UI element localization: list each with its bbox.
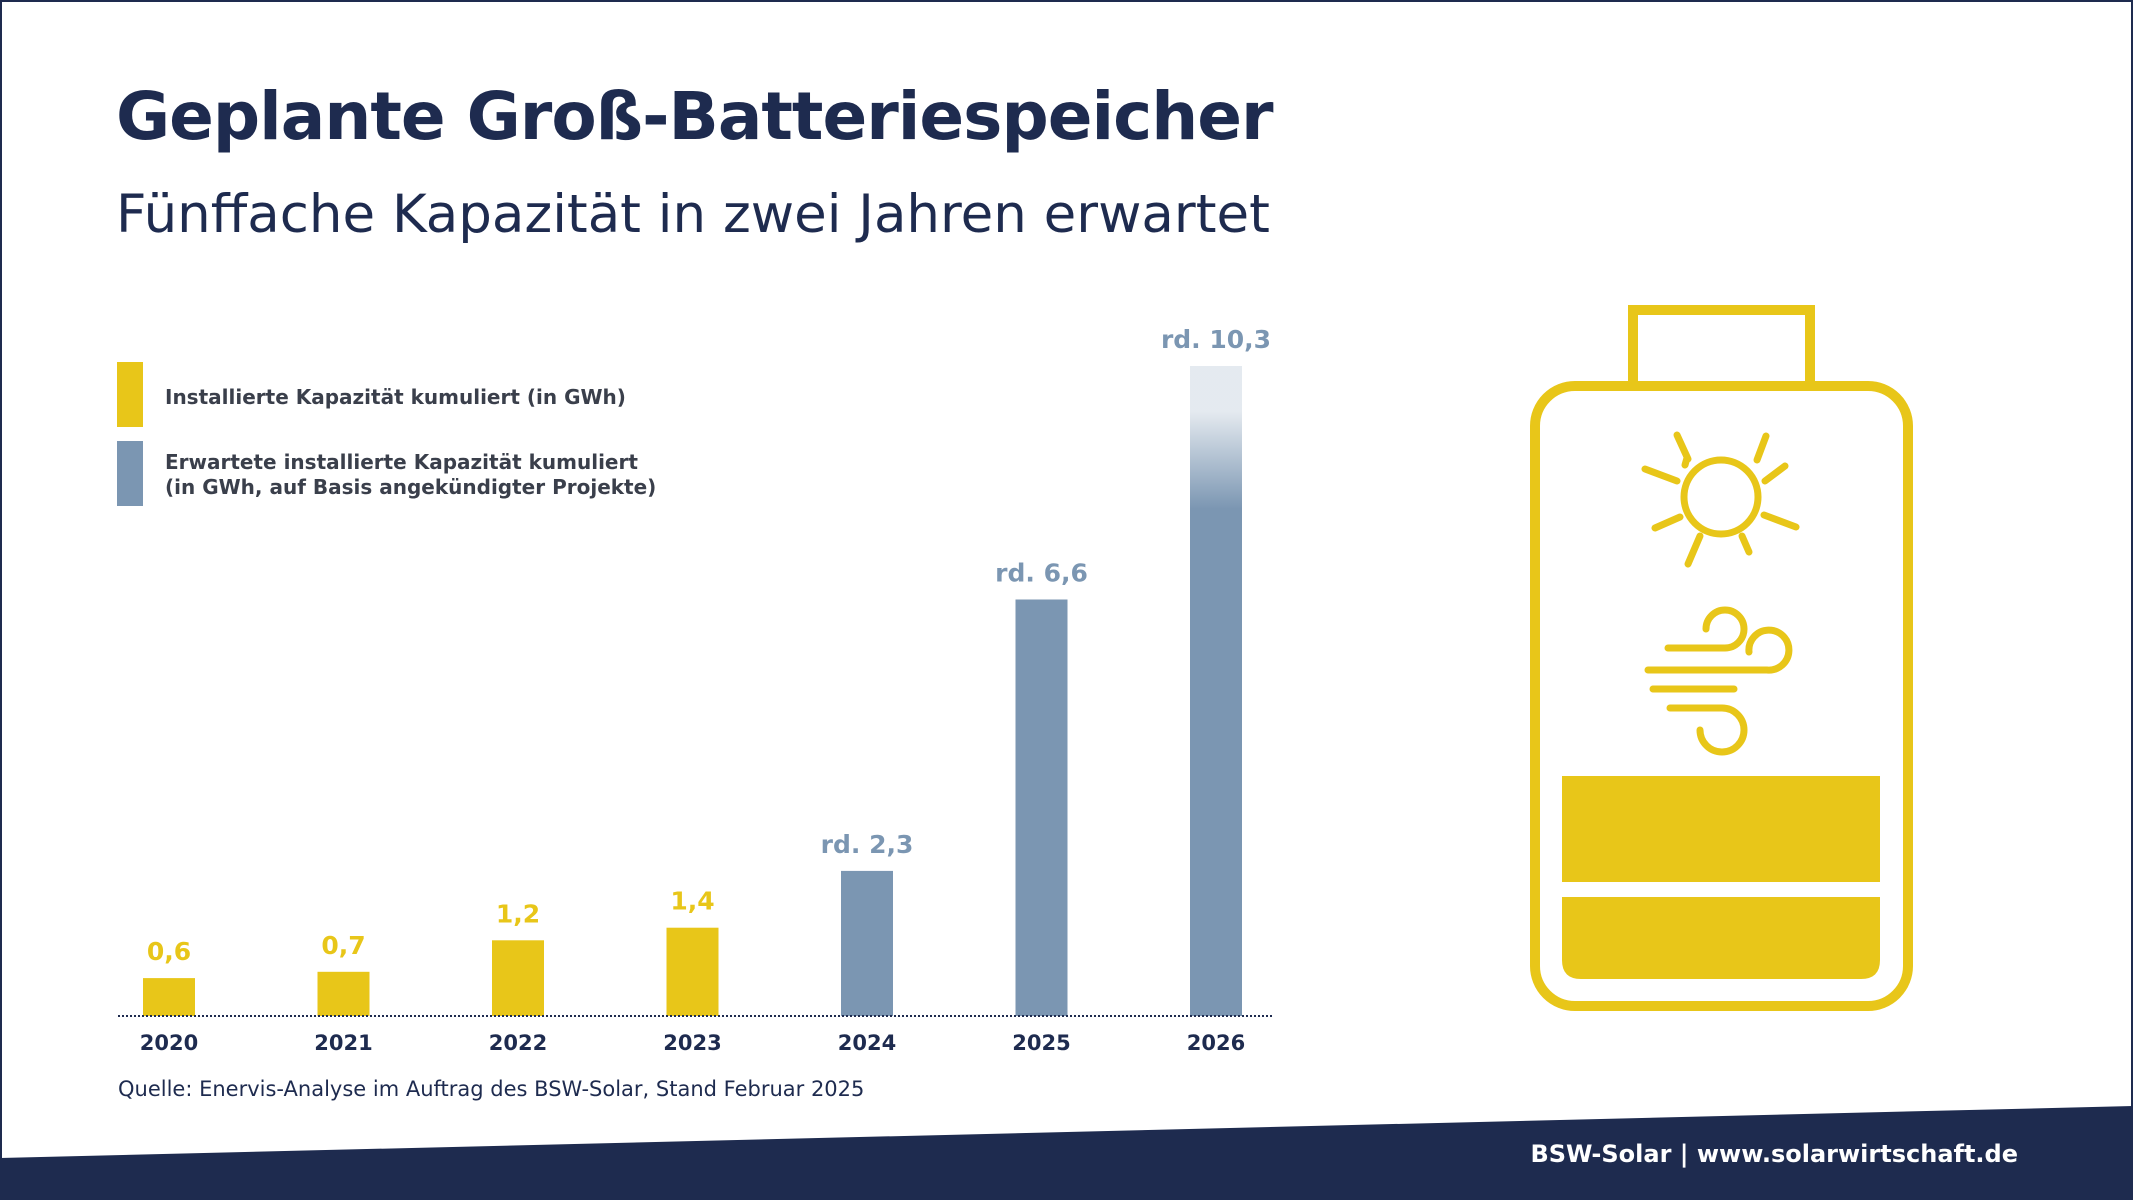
x-tick-2021: 2021: [314, 1031, 372, 1055]
value-label-2023: 1,4: [670, 887, 714, 916]
x-tick-2026: 2026: [1187, 1031, 1245, 1055]
value-label-2020: 0,6: [147, 937, 191, 966]
x-tick-2025: 2025: [1012, 1031, 1070, 1055]
value-label-2025: rd. 6,6: [995, 559, 1088, 588]
bar-2026: [1190, 366, 1242, 1016]
legend-swatch-expected: [117, 441, 143, 506]
footer-credit: BSW-Solar | www.solarwirtschaft.de: [1530, 1140, 2018, 1168]
x-tick-2020: 2020: [140, 1031, 198, 1055]
battery-body: [1530, 381, 1913, 1011]
bar-2025: [1015, 599, 1068, 1016]
value-label-2024: rd. 2,3: [821, 830, 914, 859]
x-tick-2024: 2024: [838, 1031, 896, 1055]
bar-2024: [841, 870, 893, 1016]
battery-charge-top: [1562, 776, 1880, 882]
bar-2022: [492, 940, 544, 1016]
bar-2020: [143, 978, 195, 1016]
chart-subtitle: Fünffache Kapazität in zwei Jahren erwar…: [116, 184, 1270, 245]
source-note: Quelle: Enervis-Analyse im Auftrag des B…: [118, 1077, 865, 1101]
legend-label-expected-line2: (in GWh, auf Basis angekündigter Projekt…: [165, 475, 657, 499]
battery-icon: [1530, 305, 1913, 1011]
value-labels: 0,6 0,7 1,2 1,4 rd. 2,3 rd. 6,6 rd. 10,3: [147, 325, 1271, 966]
bar-2021: [317, 971, 370, 1016]
value-label-2022: 1,2: [496, 899, 540, 928]
x-tick-2023: 2023: [663, 1031, 721, 1055]
wind-icon: [1644, 606, 1793, 756]
chart-title: Geplante Groß-Batteriespeicher: [116, 78, 1274, 155]
x-tick-labels: 2020 2021 2022 2023 2024 2025 2026: [140, 1031, 1245, 1055]
legend-label-expected: Erwartete installierte Kapazität kumulie…: [165, 450, 656, 500]
legend-label-expected-line1: Erwartete installierte Kapazität kumulie…: [165, 450, 638, 474]
value-label-2026: rd. 10,3: [1161, 325, 1271, 354]
legend-label-installed: Installierte Kapazität kumuliert (in GWh…: [165, 385, 626, 409]
value-label-2021: 0,7: [321, 931, 365, 960]
bar-2023: [666, 927, 719, 1016]
x-tick-2022: 2022: [489, 1031, 547, 1055]
bars: [143, 366, 1242, 1016]
battery-charge-bottom: [1562, 897, 1880, 979]
legend-swatch-installed: [117, 362, 143, 427]
sun-icon: [1641, 431, 1800, 568]
